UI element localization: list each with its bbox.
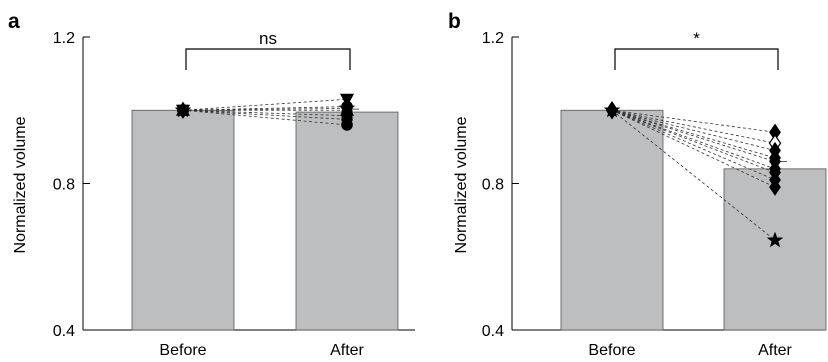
panel-a-bar-before — [131, 109, 235, 331]
panel-a-before-marker — [176, 104, 190, 119]
panel-b-after-marker — [766, 231, 784, 248]
panel-b-category-label: After — [758, 342, 792, 359]
panel-a-significance-label: ns — [259, 29, 277, 48]
panel-a-letter: a — [8, 10, 20, 33]
panel-b-subject-line — [611, 109, 776, 162]
panel-b-subject-line — [611, 109, 776, 173]
panel-b-subject-line — [611, 109, 776, 188]
panel-b-y-tick-label: 0.8 — [482, 177, 504, 194]
panel-b-subject-line — [611, 109, 776, 159]
panel-b-letter: b — [448, 10, 461, 33]
panel-b-category-label: Before — [588, 342, 635, 359]
panel-b-ylabel: Normalized volume — [453, 116, 470, 253]
panel-b-significance-bracket — [614, 48, 779, 70]
panel-a-ylabel: Normalized volume — [12, 116, 29, 253]
panel-b-subject-line — [611, 109, 776, 170]
panel-a-after-marker — [340, 93, 354, 108]
panel-a-category-label: Before — [159, 342, 206, 359]
panel-b-y-tick-label: 0.4 — [482, 323, 504, 340]
panel-b-before-marker — [603, 101, 621, 118]
panel-a-significance-bracket — [185, 48, 351, 70]
panel-b-subject-line — [611, 109, 776, 151]
panel-b-subject-line — [611, 109, 776, 241]
panel-b: b Normalized volume 0.4 0.8 1.2 Before After… — [448, 10, 827, 359]
panel-a-y-tick-label: 0.8 — [53, 177, 75, 194]
panel-a-y-tick-label: 1.2 — [53, 30, 75, 47]
panel-b-y-tick-label: 1.2 — [482, 30, 504, 47]
panel-a-y-tick-label: 0.4 — [53, 323, 75, 340]
panel-b-bar-before — [560, 109, 664, 331]
panel-b-marks: 0.4 0.8 1.2 Before After * — [482, 29, 827, 359]
panel-a-marks: 0.4 0.8 1.2 Before After ns — [53, 29, 415, 359]
panel-b-subject-line — [611, 109, 776, 181]
panel-a-bar-after — [295, 111, 399, 331]
panel-b-subject-line — [611, 109, 776, 144]
panel-a-category-label: After — [330, 342, 364, 359]
panel-a: a Normalized volume 0.4 0.8 1.2 Before After… — [8, 10, 415, 359]
panel-b-after-marker — [769, 178, 781, 196]
panel-b-significance-label: * — [693, 29, 700, 48]
